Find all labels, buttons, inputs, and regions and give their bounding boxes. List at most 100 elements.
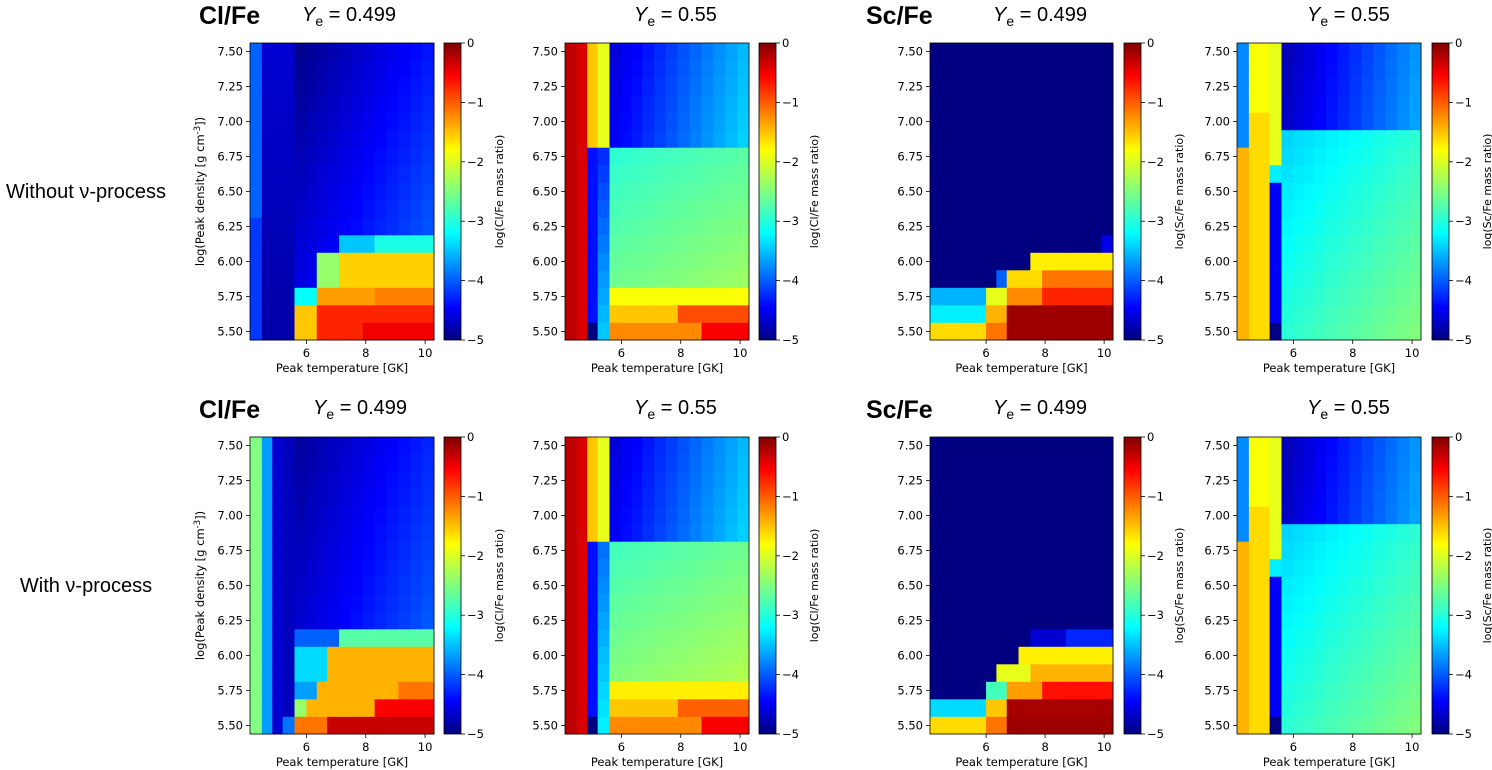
heatmap-cell bbox=[1326, 454, 1339, 473]
colorbar-label: log(Cl/Fe mass ratio) bbox=[493, 135, 506, 249]
heatmap-cell bbox=[272, 305, 284, 324]
heatmap-cell bbox=[398, 629, 411, 648]
heatmap-cell bbox=[1269, 611, 1283, 630]
heatmap-cell bbox=[587, 217, 599, 236]
heatmap-cell bbox=[316, 60, 328, 79]
heatmap-cell bbox=[941, 182, 953, 201]
heatmap-cell bbox=[294, 287, 307, 306]
heatmap-cell bbox=[1373, 252, 1386, 271]
heatmap-cell bbox=[250, 235, 263, 254]
heatmap-cell bbox=[1030, 200, 1043, 219]
heatmap-cell bbox=[1314, 270, 1327, 289]
heatmap-cell bbox=[952, 489, 963, 508]
heatmap-cell bbox=[1269, 629, 1283, 648]
heatmap-cell bbox=[576, 664, 588, 683]
heatmap-cell bbox=[282, 454, 296, 473]
heatmap-cell bbox=[1337, 130, 1351, 149]
heatmap-cell bbox=[339, 200, 352, 219]
heatmap-cell bbox=[1326, 629, 1339, 648]
heatmap-cell bbox=[1042, 200, 1055, 219]
panel-2-3: 6 8 105.505.756.006.256.506.757.007.257.50… bbox=[897, 430, 1186, 769]
heatmap-cell bbox=[974, 217, 987, 236]
heatmap-cell bbox=[642, 559, 655, 578]
heatmap-cell bbox=[386, 77, 399, 96]
heatmap-cell bbox=[689, 594, 703, 613]
heatmap-cell bbox=[609, 130, 622, 149]
heatmap-cell bbox=[422, 716, 435, 735]
heatmap-cell bbox=[725, 147, 738, 166]
heatmap-cell bbox=[597, 112, 611, 131]
heatmap-cell bbox=[1077, 576, 1090, 595]
heatmap-cell bbox=[621, 524, 633, 543]
heatmap-cell bbox=[1409, 77, 1422, 96]
heatmap-cell bbox=[362, 305, 376, 324]
heatmap-cell bbox=[1077, 716, 1090, 735]
heatmap-cell bbox=[1101, 95, 1114, 114]
heatmap-cell bbox=[1101, 437, 1114, 455]
heatmap-cell bbox=[1385, 611, 1398, 630]
heatmap-cell bbox=[1077, 200, 1090, 219]
heatmap-cell bbox=[1409, 305, 1422, 324]
heatmap-cell bbox=[665, 646, 679, 665]
heatmap-cell bbox=[1042, 471, 1055, 490]
heatmap-cell bbox=[1018, 541, 1031, 560]
heatmap-cell bbox=[1065, 506, 1079, 525]
heatmap-cell bbox=[1089, 576, 1102, 595]
heatmap-cell bbox=[609, 681, 622, 700]
heatmap-cell bbox=[261, 217, 273, 236]
heatmap-cell bbox=[1361, 287, 1375, 306]
heatmap-cell bbox=[986, 681, 997, 700]
heatmap-cell bbox=[350, 287, 364, 306]
colorbar-tick-label: −4 bbox=[1147, 668, 1164, 682]
heatmap-cell bbox=[1397, 699, 1410, 718]
heatmap-cell bbox=[1077, 60, 1090, 79]
heatmap-cell bbox=[316, 594, 328, 613]
heatmap-cell bbox=[1385, 200, 1398, 219]
heatmap-cell bbox=[261, 437, 273, 455]
heatmap-cell bbox=[1385, 576, 1398, 595]
heatmap-cell bbox=[689, 559, 703, 578]
heatmap-cell bbox=[1349, 200, 1363, 219]
colorbar bbox=[758, 436, 777, 735]
heatmap-cell bbox=[597, 699, 611, 718]
heatmap-cell bbox=[1397, 43, 1410, 61]
heatmap-cell bbox=[713, 165, 726, 184]
heatmap-cell bbox=[689, 322, 703, 341]
heatmap-cell bbox=[1259, 130, 1271, 149]
heatmap-cell bbox=[362, 437, 376, 455]
x-tick-label: 10 bbox=[1097, 346, 1112, 360]
heatmap-cell bbox=[1314, 437, 1327, 455]
heatmap-cell bbox=[701, 541, 714, 560]
colorbar-tick-label: −4 bbox=[1455, 274, 1472, 288]
heatmap-cell bbox=[1303, 270, 1315, 289]
heatmap-cell bbox=[737, 437, 750, 455]
heatmap-cell bbox=[374, 60, 388, 79]
heatmap-cell bbox=[316, 112, 328, 131]
heatmap-cell bbox=[410, 43, 423, 61]
heatmap-cell bbox=[1018, 454, 1031, 473]
heatmap-cell bbox=[1030, 235, 1043, 254]
heatmap-cell bbox=[294, 112, 307, 131]
heatmap-cell bbox=[1030, 629, 1043, 648]
heatmap-cell bbox=[1337, 77, 1351, 96]
heatmap-cell bbox=[272, 252, 284, 271]
heatmap-cell bbox=[725, 305, 738, 324]
heatmap-cell bbox=[565, 130, 578, 149]
heatmap-cell bbox=[362, 130, 376, 149]
heatmap-cell bbox=[576, 681, 588, 700]
heatmap-cell bbox=[1397, 165, 1410, 184]
heatmap-cell bbox=[261, 112, 273, 131]
y-tick-label: 6.25 bbox=[532, 220, 558, 234]
y-tick-label: 7.50 bbox=[1204, 438, 1230, 452]
heatmap-cell bbox=[410, 165, 423, 184]
heatmap-cell bbox=[1409, 716, 1422, 735]
heatmap-cell bbox=[701, 147, 714, 166]
heatmap-cell bbox=[962, 681, 975, 700]
heatmap-cell bbox=[306, 235, 318, 254]
heatmap-cell bbox=[677, 506, 691, 525]
heatmap-cell bbox=[250, 716, 263, 735]
heatmap-cell bbox=[1281, 629, 1294, 648]
heatmap-cell bbox=[250, 471, 263, 490]
heatmap-cell bbox=[410, 182, 423, 201]
heatmap-cell bbox=[422, 270, 435, 289]
